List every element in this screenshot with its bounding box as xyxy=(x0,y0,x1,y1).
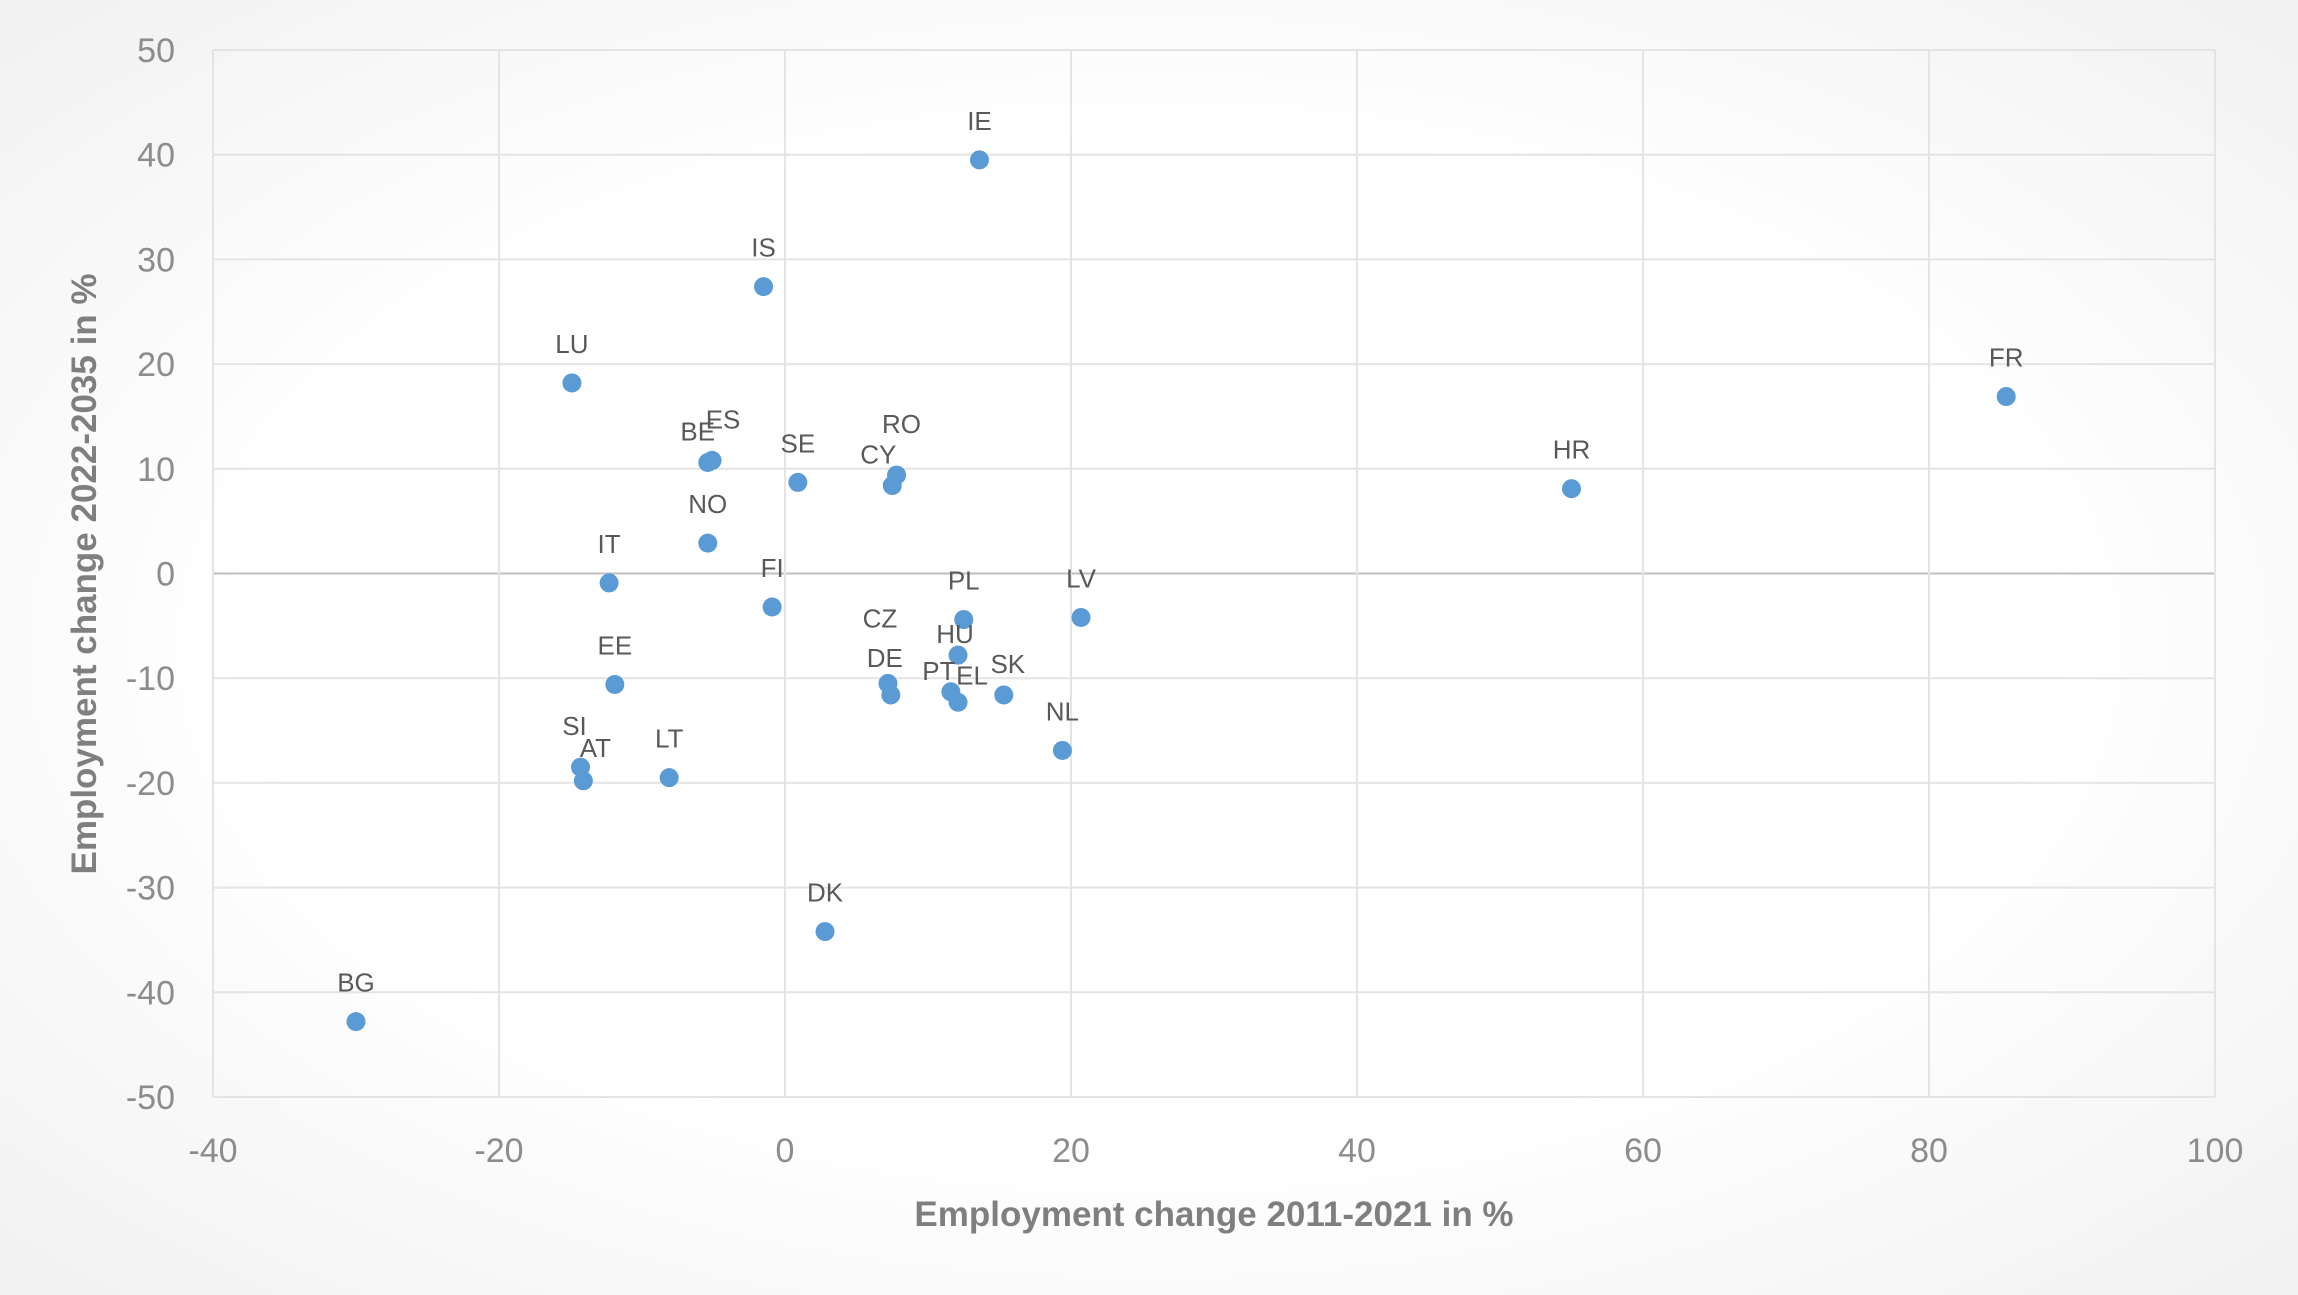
y-tick-label: 40 xyxy=(137,137,175,175)
data-point-ie xyxy=(969,150,989,170)
data-point-fi xyxy=(762,597,782,617)
data-point-ee xyxy=(605,674,625,694)
x-axis-title: Employment change 2011-2021 in % xyxy=(914,1195,1513,1234)
data-label-ro: RO xyxy=(882,409,921,439)
data-point-el xyxy=(948,692,968,712)
data-label-cy: CY xyxy=(860,440,896,470)
y-tick-label: -50 xyxy=(126,1079,175,1117)
data-label-dk: DK xyxy=(807,878,844,908)
data-point-pl xyxy=(954,610,974,630)
y-axis-ticks: 50 40 30 20 10 0 -10 -20 -30 -40 -50 xyxy=(126,32,175,1117)
y-axis-title: Employment change 2022-2035 in % xyxy=(65,273,104,874)
data-point-de xyxy=(881,685,901,705)
data-label-de: DE xyxy=(867,643,903,673)
data-label-bg: BG xyxy=(337,968,375,998)
x-axis-ticks: -40 -20 0 20 40 60 80 100 xyxy=(188,1132,2243,1170)
data-point-bg xyxy=(346,1012,366,1032)
data-label-cz: CZ xyxy=(863,603,898,633)
data-point-lt xyxy=(659,768,679,788)
data-point-fr xyxy=(1996,387,2016,407)
y-tick-label: -40 xyxy=(126,974,175,1012)
data-points xyxy=(346,150,2016,1032)
data-label-no: NO xyxy=(688,489,727,519)
y-tick-label: 20 xyxy=(137,346,175,384)
data-point-nl xyxy=(1052,740,1072,760)
data-point-dk xyxy=(815,922,835,942)
data-label-lv: LV xyxy=(1066,563,1097,593)
y-tick-label: -10 xyxy=(126,660,175,698)
x-tick-label: 20 xyxy=(1052,1132,1090,1170)
data-label-hr: HR xyxy=(1553,435,1591,465)
data-label-lt: LT xyxy=(655,724,684,754)
data-label-fr: FR xyxy=(1989,343,2024,373)
x-tick-label: 80 xyxy=(1910,1132,1948,1170)
data-label-be: BE xyxy=(680,417,715,447)
data-point-hu xyxy=(948,645,968,665)
data-label-es: ES xyxy=(706,404,741,434)
y-tick-label: 10 xyxy=(137,451,175,489)
data-label-el: EL xyxy=(956,660,988,690)
y-tick-label: 50 xyxy=(137,32,175,70)
data-point-lv xyxy=(1071,607,1091,627)
data-label-ie: IE xyxy=(967,106,992,136)
data-point-is xyxy=(754,277,774,297)
data-label-pt: PT xyxy=(922,656,955,686)
data-point-at xyxy=(573,771,593,791)
data-point-se xyxy=(788,472,808,492)
x-tick-label: 60 xyxy=(1624,1132,1662,1170)
y-tick-label: 30 xyxy=(137,241,175,279)
x-tick-label: 0 xyxy=(776,1132,795,1170)
x-tick-label: 100 xyxy=(2187,1132,2244,1170)
data-label-lu: LU xyxy=(555,329,588,359)
data-label-sk: SK xyxy=(990,649,1025,679)
x-tick-label: -20 xyxy=(474,1132,523,1170)
x-tick-label: 40 xyxy=(1338,1132,1376,1170)
data-label-si: SI xyxy=(562,711,587,741)
gridlines xyxy=(212,49,2216,1098)
data-label-nl: NL xyxy=(1046,696,1079,726)
x-tick-label: -40 xyxy=(188,1132,237,1170)
data-point-cy xyxy=(882,476,902,496)
data-label-se: SE xyxy=(781,428,816,458)
data-point-hr xyxy=(1562,479,1581,499)
data-point-it xyxy=(599,573,619,593)
data-point-no xyxy=(698,533,718,553)
data-label-is: IS xyxy=(751,233,776,263)
y-tick-label: 0 xyxy=(156,556,175,594)
data-label-pl: PL xyxy=(948,566,980,596)
data-label-at: AT xyxy=(580,733,611,763)
y-tick-label: -30 xyxy=(126,870,175,908)
data-label-hu: HU xyxy=(936,619,974,649)
y-tick-label: -20 xyxy=(126,765,175,803)
data-label-ee: EE xyxy=(597,630,632,660)
data-point-be xyxy=(698,453,718,473)
data-point-sk xyxy=(994,685,1014,705)
data-label-it: IT xyxy=(598,529,621,559)
data-point-lu xyxy=(562,373,582,393)
data-label-fi: FI xyxy=(761,553,784,583)
